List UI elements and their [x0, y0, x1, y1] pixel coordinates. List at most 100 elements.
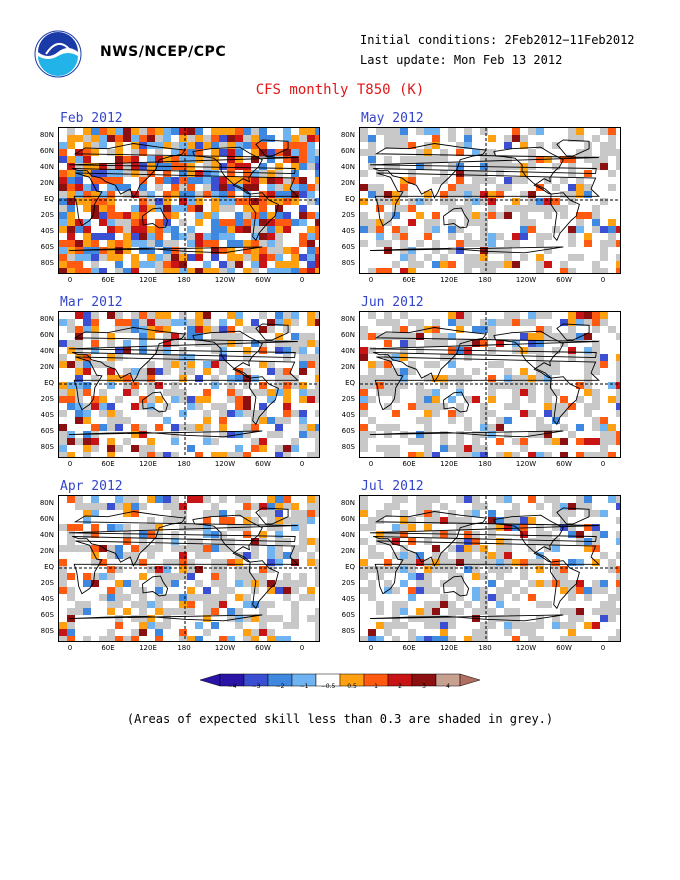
anomaly-cell	[147, 319, 155, 326]
anomaly-cell	[512, 319, 520, 326]
anomaly-cell	[115, 226, 123, 233]
anomaly-cell	[480, 431, 488, 438]
anomaly-cell	[512, 135, 520, 142]
anomaly-cell	[283, 226, 291, 233]
anomaly-cell	[456, 149, 464, 156]
anomaly-cell	[67, 403, 75, 410]
anomaly-cell	[243, 347, 251, 354]
anomaly-cell	[568, 191, 576, 198]
anomaly-cell	[440, 261, 448, 268]
lon-tick-label: 120E	[139, 644, 157, 652]
anomaly-cell	[131, 156, 139, 163]
anomaly-cell	[544, 452, 552, 457]
anomaly-cell	[211, 240, 219, 247]
anomaly-cell	[99, 142, 107, 149]
anomaly-cell	[107, 128, 115, 135]
anomaly-cell	[504, 417, 512, 424]
anomaly-cell	[91, 375, 99, 382]
anomaly-cell	[416, 240, 424, 247]
anomaly-cell	[75, 438, 83, 445]
anomaly-cell	[392, 503, 400, 510]
anomaly-cell	[608, 326, 616, 333]
anomaly-cell	[83, 191, 91, 198]
anomaly-cell	[83, 601, 91, 608]
coastline	[374, 356, 600, 411]
anomaly-cell	[384, 191, 392, 198]
anomaly-cell	[299, 142, 307, 149]
anomaly-cell	[291, 445, 299, 452]
anomaly-cell	[163, 622, 171, 629]
anomaly-cell	[472, 368, 480, 375]
anomaly-cell	[139, 163, 147, 170]
anomaly-cell	[259, 622, 267, 629]
anomaly-cell	[203, 312, 211, 319]
anomaly-cell	[464, 452, 472, 457]
anomaly-cell	[283, 219, 291, 226]
anomaly-cell	[400, 128, 408, 135]
lat-tick-label: 40S	[40, 411, 54, 419]
anomaly-cell	[432, 128, 440, 135]
anomaly-cell	[211, 594, 219, 601]
anomaly-cell	[456, 580, 464, 587]
anomaly-cell	[480, 326, 488, 333]
anomaly-cell	[227, 333, 235, 340]
anomaly-cell	[552, 510, 560, 517]
anomaly-cell	[267, 184, 275, 191]
anomaly-cell	[155, 240, 163, 247]
anomaly-cell	[544, 233, 552, 240]
anomaly-cell	[243, 375, 251, 382]
anomaly-cell	[456, 445, 464, 452]
anomaly-cell	[608, 594, 616, 601]
anomaly-cell	[464, 424, 472, 431]
anomaly-cell	[568, 503, 576, 510]
anomaly-cell	[368, 396, 376, 403]
anomaly-cell	[584, 240, 592, 247]
anomaly-cell	[163, 205, 171, 212]
anomaly-cell	[123, 524, 131, 531]
anomaly-cell	[67, 170, 75, 177]
anomaly-cell	[179, 170, 187, 177]
anomaly-cell	[115, 212, 123, 219]
anomaly-cell	[171, 354, 179, 361]
anomaly-cell	[432, 531, 440, 538]
anomaly-cell	[67, 608, 75, 615]
anomaly-cell	[283, 396, 291, 403]
anomaly-cell	[544, 601, 552, 608]
anomaly-cell	[115, 268, 123, 273]
anomaly-cell	[75, 149, 83, 156]
anomaly-cell	[251, 445, 259, 452]
anomaly-cell	[576, 135, 584, 142]
coastline	[255, 323, 289, 341]
anomaly-cell	[179, 198, 187, 205]
anomaly-cell	[424, 417, 432, 424]
anomaly-cell	[163, 312, 171, 319]
anomaly-cell	[608, 601, 616, 608]
anomaly-cell	[211, 254, 219, 261]
anomaly-cell	[400, 240, 408, 247]
anomaly-cell	[408, 452, 416, 457]
anomaly-cell	[424, 424, 432, 431]
anomaly-cell	[376, 622, 384, 629]
anomaly-cell	[536, 354, 544, 361]
anomaly-cell	[584, 587, 592, 594]
anomaly-cell	[568, 163, 576, 170]
anomaly-cell	[536, 233, 544, 240]
anomaly-cell	[456, 594, 464, 601]
anomaly-cell	[227, 410, 235, 417]
anomaly-cell	[251, 340, 259, 347]
anomaly-cell	[107, 636, 115, 641]
anomaly-cell	[416, 608, 424, 615]
anomaly-cell	[576, 191, 584, 198]
anomaly-cell	[408, 340, 416, 347]
anomaly-cell	[504, 559, 512, 566]
anomaly-cell	[424, 233, 432, 240]
anomaly-cell	[75, 410, 83, 417]
anomaly-cell	[59, 219, 67, 226]
anomaly-cell	[600, 438, 608, 445]
anomaly-cell	[243, 326, 251, 333]
anomaly-cell	[291, 261, 299, 268]
anomaly-cell	[544, 438, 552, 445]
anomaly-cell	[307, 431, 315, 438]
anomaly-cell	[544, 580, 552, 587]
anomaly-cell	[131, 431, 139, 438]
